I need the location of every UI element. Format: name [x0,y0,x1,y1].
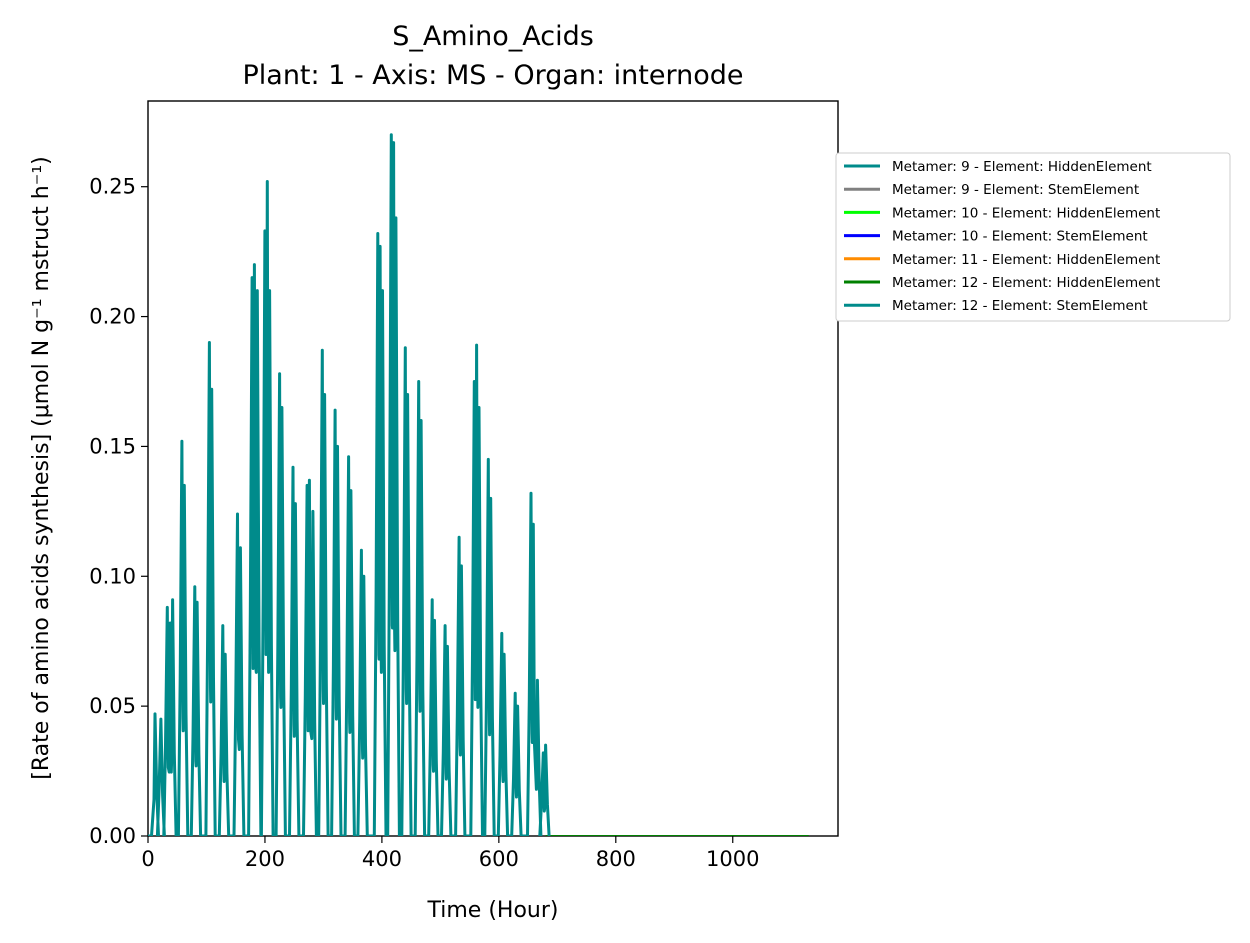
x-tick-label: 1000 [706,847,759,871]
y-tick-label: 0.05 [89,694,136,718]
legend-entry: Metamer: 9 - Element: HiddenElement [892,159,1152,175]
chart-subtitle: Plant: 1 - Axis: MS - Organ: internode [242,60,743,91]
x-tick-label: 200 [245,847,285,871]
legend-entry: Metamer: 10 - Element: HiddenElement [892,205,1160,221]
legend-entry: Metamer: 10 - Element: StemElement [892,229,1148,245]
plot-area [147,100,839,837]
y-tick-label: 0.25 [89,175,136,199]
y-axis: 0.00 0.05 0.10 0.15 0.20 0.25 [89,175,148,848]
y-axis-label: [Rate of amino acids synthesis] (μmol N … [29,156,54,780]
x-axis: 0 200 400 600 800 1000 [141,836,759,871]
x-tick-label: 400 [362,847,402,871]
legend: Metamer: 9 - Element: HiddenElement Metam… [835,152,1231,322]
x-axis-label: Time (Hour) [427,898,559,923]
x-tick-label: 0 [141,847,154,871]
legend-entry: Metamer: 9 - Element: StemElement [892,182,1139,198]
legend-entry: Metamer: 11 - Element: HiddenElement [892,252,1160,268]
legend-box [835,152,1231,322]
y-tick-label: 0.10 [89,564,136,588]
y-tick-label: 0.20 [89,305,136,329]
legend-entry: Metamer: 12 - Element: StemElement [892,298,1148,314]
y-tick-label: 0.00 [89,824,136,848]
chart-title: S_Amino_Acids [392,21,594,52]
x-tick-label: 600 [479,847,519,871]
x-tick-label: 800 [596,847,636,871]
legend-entry: Metamer: 12 - Element: HiddenElement [892,275,1160,291]
series-line-0 [148,133,551,836]
y-tick-label: 0.15 [89,434,136,458]
